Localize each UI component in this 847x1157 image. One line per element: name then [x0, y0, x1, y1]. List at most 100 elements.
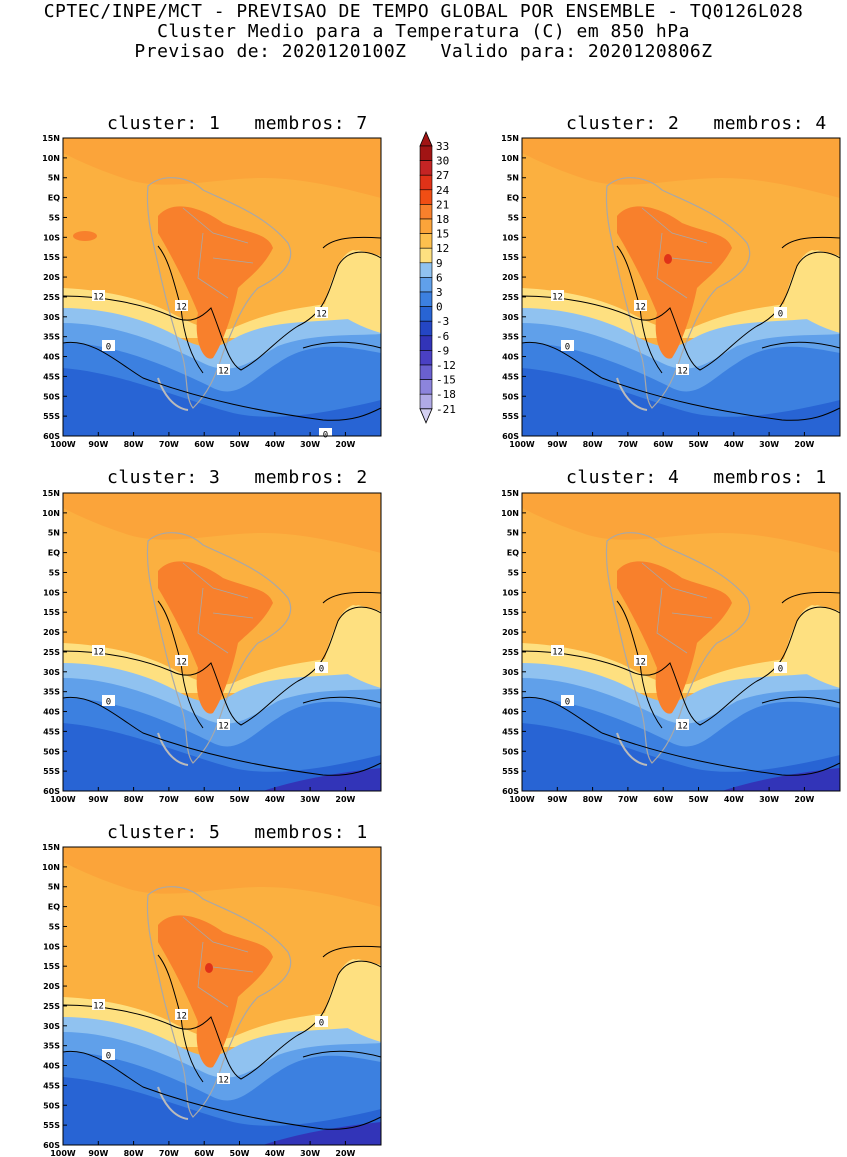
lat-label: 10S [43, 942, 60, 951]
lat-label: 20S [43, 982, 60, 991]
contour-0-east [302, 1050, 382, 1058]
lat-label: EQ [507, 194, 519, 203]
lat-label: 40S [43, 1062, 60, 1071]
field-hot-interior [158, 561, 273, 714]
contour-0-east [761, 696, 841, 704]
contour-0-east [761, 341, 841, 349]
lat-label: 55S [502, 412, 519, 421]
lon-label: 90W [88, 440, 108, 449]
field-hot-interior [617, 206, 732, 359]
panel-title-3: cluster: 3 membros: 2 [107, 467, 368, 488]
lon-label: 20W [335, 795, 355, 804]
lat-label: 50S [43, 1101, 60, 1110]
lat-label: 55S [43, 767, 60, 776]
lon-label: 50W [230, 440, 250, 449]
lat-label: 55S [502, 767, 519, 776]
lon-label: 70W [159, 1149, 179, 1157]
lat-label: 35S [43, 1042, 60, 1051]
lat-label: 10S [43, 588, 60, 597]
lat-label: 15N [501, 134, 519, 143]
lat-label: 5N [507, 529, 519, 538]
lat-label: 40S [43, 708, 60, 717]
colorbar-label: -12 [436, 359, 456, 372]
colorbar-label: 30 [436, 155, 449, 168]
field-darkblue-band [522, 723, 840, 791]
lat-label: 15N [501, 489, 519, 498]
contour-label: 12 [635, 303, 646, 313]
lon-label: 100W [509, 440, 535, 449]
contour-label: 0 [565, 343, 570, 353]
contour-label: 12 [93, 648, 104, 658]
lon-label: 30W [759, 440, 779, 449]
lat-label: 40S [43, 353, 60, 362]
lon-label: 80W [124, 440, 144, 449]
lon-label: 100W [50, 795, 76, 804]
lon-label: 30W [759, 795, 779, 804]
field-yellow-band [522, 605, 840, 693]
colorbar-label: 27 [436, 169, 449, 182]
contour-label-bg [774, 307, 787, 318]
map-plot-5: 12 12 12 0 0 15N 10N 5N EQ 5S 10S 15S 20S 25S 30S 35S 40… [42, 843, 382, 1157]
colorbar-label: 24 [436, 184, 450, 197]
contour-label: 12 [677, 367, 688, 377]
colorbar-swatch [419, 262, 433, 278]
header-line-1: CPTEC/INPE/MCT - PREVISAO DE TEMPO GLOBA… [43, 1, 804, 22]
colorbar-swatch [419, 320, 433, 337]
lat-label: 10N [501, 509, 519, 518]
lat-label: 5S [49, 213, 61, 222]
lon-label: 60W [194, 795, 214, 804]
field-darkblue-band [522, 368, 840, 436]
country-borders [182, 562, 254, 654]
colorbar-label: 18 [436, 213, 449, 226]
contour-0 [62, 1050, 382, 1130]
lon-label: 80W [124, 1149, 144, 1157]
lat-label: 50S [502, 747, 519, 756]
panel-title-4: cluster: 4 membros: 1 [566, 467, 827, 488]
map-plot-3: 12 12 12 0 0 15N 10N 5N EQ 5S 10S 15S 20S 25S 30S 35S 40… [42, 489, 382, 804]
lon-label: 30W [300, 795, 320, 804]
lat-label: 25S [43, 1002, 60, 1011]
contour-label-bg [315, 307, 328, 318]
colorbar-swatch [419, 277, 433, 293]
contour-12 [62, 251, 382, 371]
contour-label-bg [175, 1009, 188, 1020]
field-hot-patch [205, 668, 217, 688]
field-darkblue-band [63, 723, 381, 791]
continent-outline [605, 532, 751, 764]
field-atlantic-yellow [784, 250, 840, 333]
field-hot-patch [664, 313, 676, 333]
colorbar-swatch [419, 393, 433, 410]
contour-label: 12 [176, 658, 187, 668]
colorbar-label: -9 [436, 344, 449, 357]
lat-label: 15S [43, 253, 60, 262]
header-line-3: Previsao de: 2020120100Z Valido para: 20… [134, 41, 713, 62]
header-line-2: Cluster Medio para a Temperatura (C) em … [157, 21, 690, 42]
field-core-patch [205, 963, 213, 973]
panel-title-5: cluster: 5 membros: 1 [107, 822, 368, 843]
lat-label: 25S [502, 293, 519, 302]
contour-label-bg [774, 662, 787, 673]
lon-label: 30W [300, 1149, 320, 1157]
contour-12 [62, 606, 382, 726]
lon-label: 90W [88, 795, 108, 804]
lat-label: 40S [502, 353, 519, 362]
lon-label: 70W [159, 440, 179, 449]
lat-label: 25S [43, 648, 60, 657]
lat-label: 35S [502, 688, 519, 697]
continent-outline [146, 886, 292, 1118]
colorbar-label: -18 [436, 388, 456, 401]
patagonia-coast [157, 732, 189, 766]
lat-label: 5S [508, 213, 520, 222]
lat-label: 10S [43, 233, 60, 242]
field-hot-interior [158, 206, 273, 359]
field-atlantic-yellow [325, 605, 381, 688]
colorbar-label: 0 [436, 301, 443, 314]
field-hot-patch [664, 668, 676, 688]
contour-label: 12 [677, 722, 688, 732]
contour-12-east [781, 236, 841, 249]
contour-12 [521, 251, 841, 371]
lat-label: 25S [43, 293, 60, 302]
lat-label: 45S [43, 372, 60, 381]
country-borders [641, 207, 713, 299]
lon-label: 80W [124, 795, 144, 804]
